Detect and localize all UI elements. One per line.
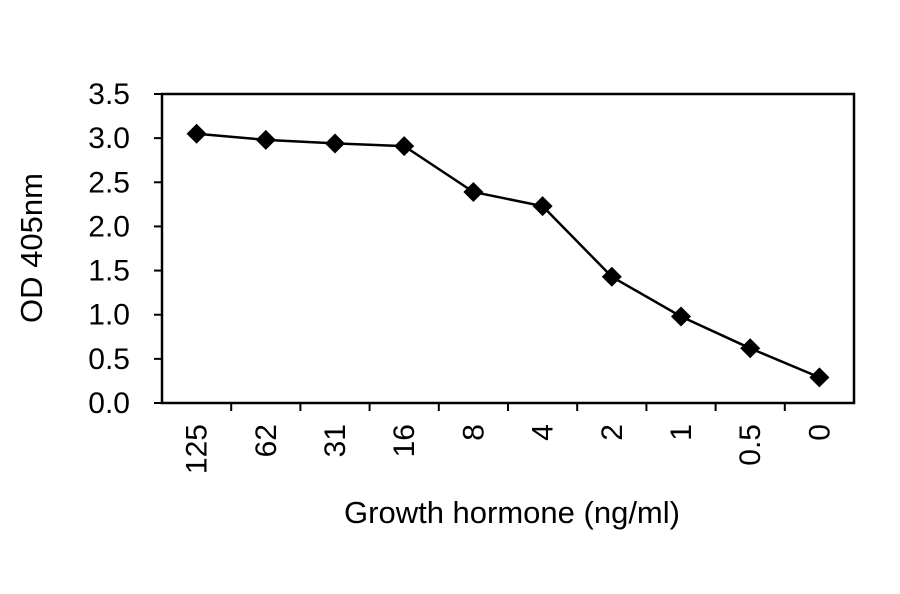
y-tick-label: 2.0 <box>88 210 130 243</box>
series-line <box>196 132 820 379</box>
y-tick-label: 0.5 <box>88 343 130 376</box>
data-point-marker <box>325 133 345 154</box>
x-tick-label: 0 <box>803 424 836 441</box>
y-axis-ticks: 0.0 0.5 1.0 1.5 2.0 2.5 3.0 3.5 <box>88 78 162 420</box>
data-point-marker <box>532 196 553 217</box>
x-tick-label: 2 <box>596 424 629 441</box>
data-point-marker <box>740 338 761 359</box>
series-layer <box>186 123 830 388</box>
x-tick-label: 0.5 <box>734 424 767 466</box>
data-point-marker <box>601 266 622 287</box>
x-tick-label: 16 <box>388 424 421 457</box>
y-tick-label: 0.0 <box>88 387 130 420</box>
x-axis-title: Growth hormone (ng/ml) <box>344 495 680 530</box>
data-point-marker <box>671 306 691 327</box>
data-point-marker <box>255 129 276 150</box>
y-tick-label: 1.0 <box>88 299 130 332</box>
x-tick-label: 31 <box>319 424 352 457</box>
x-tick-label: 4 <box>527 424 560 441</box>
y-tick-label: 2.5 <box>88 166 130 199</box>
x-tick-label: 62 <box>250 424 283 457</box>
y-tick-label: 3.5 <box>88 78 130 111</box>
x-tick-label: 125 <box>181 424 214 474</box>
data-point-marker <box>394 136 415 157</box>
y-tick-label: 3.0 <box>88 122 130 155</box>
x-axis-ticks: 125 62 31 16 8 4 2 1 0.5 0 <box>181 403 836 474</box>
data-point-marker <box>463 181 484 202</box>
y-tick-label: 1.5 <box>88 255 130 288</box>
data-point-marker <box>186 123 207 144</box>
y-axis-title: OD 405nm <box>14 173 49 323</box>
data-point-marker <box>809 367 830 388</box>
x-tick-label: 1 <box>665 424 698 441</box>
x-tick-label: 8 <box>457 424 490 441</box>
